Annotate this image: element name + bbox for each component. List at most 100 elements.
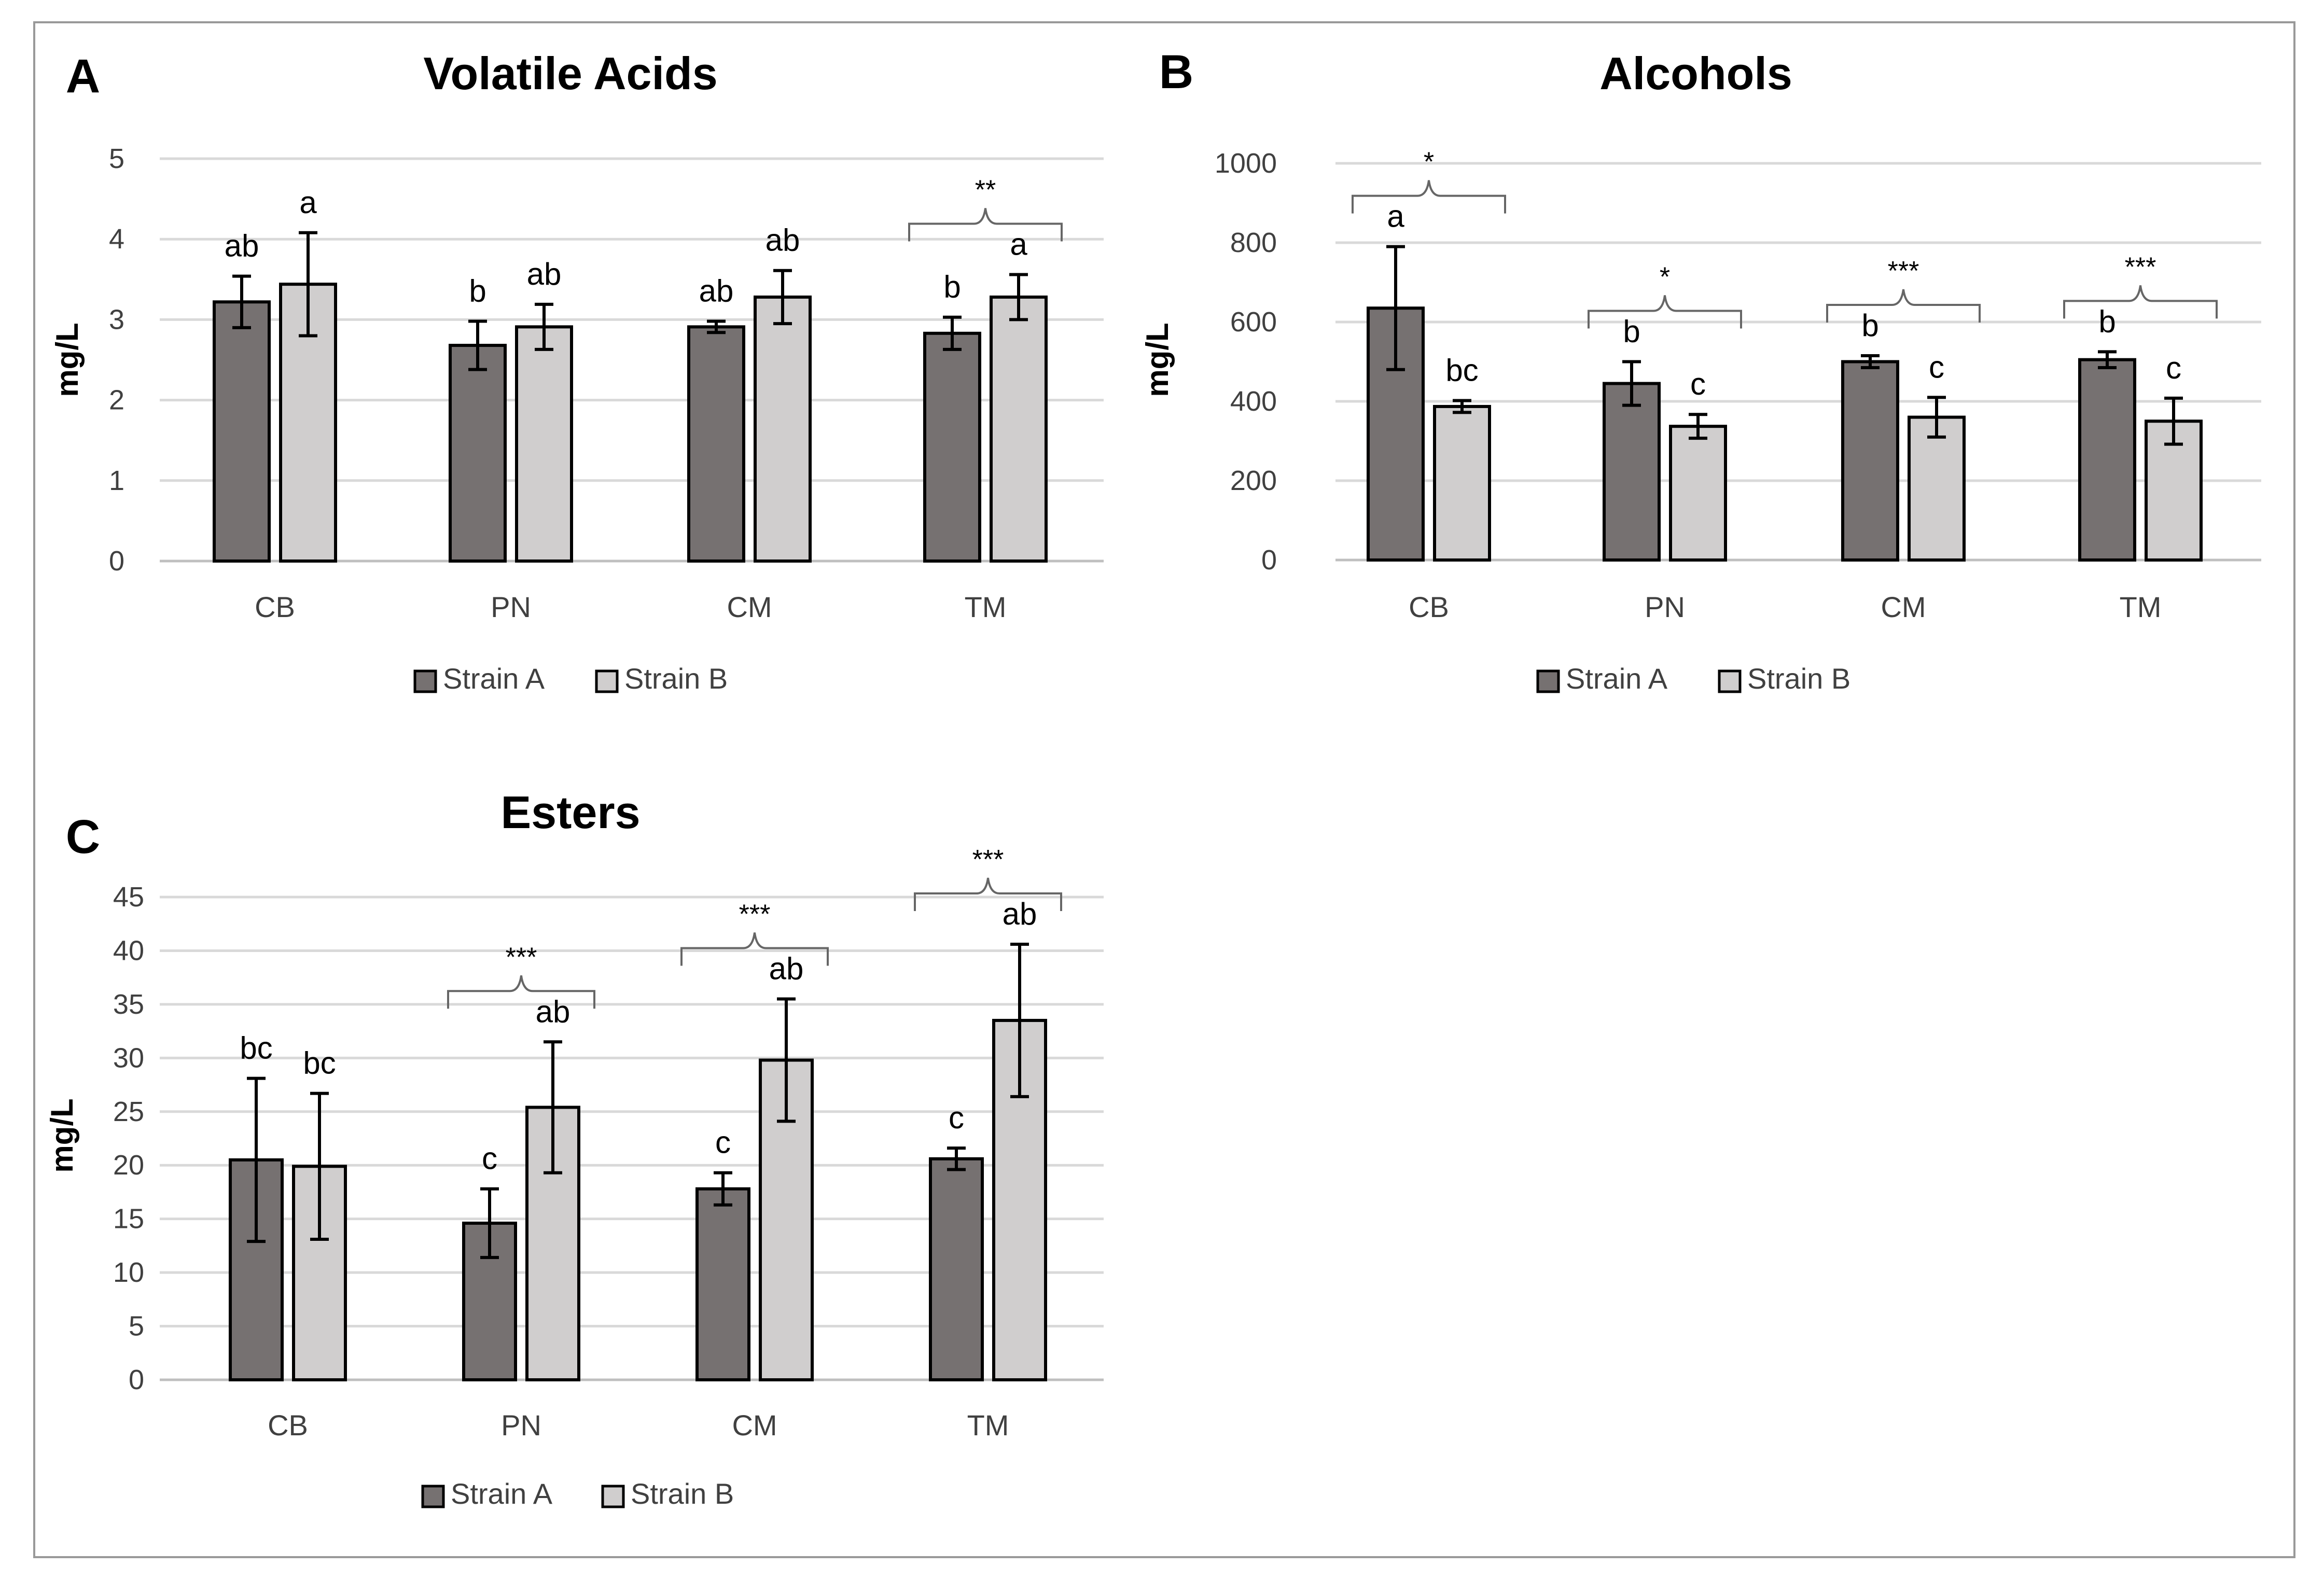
x-tick-label: PN [491,591,531,623]
significance-letter: b [1623,314,1640,349]
legend-swatch [421,1485,445,1508]
x-tick-label: TM [965,591,1007,623]
significance-bracket [908,208,1063,242]
significance-letter: ab [527,257,562,291]
significance-letter: ab [769,952,804,986]
significance-letter: c [1690,367,1706,401]
bar [462,1221,517,1381]
y-tick-label: 2 [109,385,124,416]
x-tick-label: PN [1645,591,1685,623]
panel-label: B [1159,46,1193,99]
y-tick-label: 20 [113,1150,144,1181]
significance-letter: ab [225,229,259,263]
bar [515,325,573,563]
y-tick-label: 0 [109,545,124,577]
significance-bracket [1352,180,1506,214]
significance-stars: * [1660,262,1670,292]
figure-border [33,21,2295,1558]
significance-letter: ab [536,994,570,1029]
y-tick-label: 5 [109,143,124,174]
y-tick-label: 200 [1230,465,1277,496]
x-tick-label: CM [727,591,772,623]
y-tick-label: 5 [129,1311,144,1342]
bar [449,344,507,563]
legend-swatch [595,669,619,693]
y-tick-label: 400 [1230,386,1277,417]
y-tick-label: 600 [1230,306,1277,338]
y-tick-label: 3 [109,304,124,335]
significance-letter: ab [766,223,800,258]
x-tick-label: CB [1409,591,1449,623]
panel-label: C [66,810,100,863]
significance-bracket [680,932,829,966]
panel-label: A [66,50,100,103]
legend-label: Strain A [443,662,545,695]
y-axis-label: mg/L [45,1098,79,1172]
legend-label: Strain B [1747,662,1850,695]
significance-stars: *** [2125,252,2156,282]
y-tick-label: 4 [109,223,124,255]
y-tick-label: 30 [113,1042,144,1073]
legend-swatch [413,669,437,693]
significance-letter: a [1010,227,1027,261]
significance-letter: c [949,1100,964,1135]
bar [695,1187,750,1381]
significance-bracket [447,975,595,1009]
significance-letter: ab [699,274,734,309]
significance-letter: ab [1003,897,1037,931]
significance-letter: c [1929,349,1944,384]
bar [923,331,981,563]
significance-letter: bc [303,1046,336,1081]
legend-swatch [601,1485,625,1508]
bar [687,325,745,563]
significance-letter: b [2098,304,2116,339]
y-axis-label: mg/L [50,323,85,397]
significance-letter: bc [1445,353,1478,387]
x-tick-label: CM [732,1409,777,1442]
significance-stars: *** [1888,256,1919,286]
chart-title: Volatile Acids [423,48,717,99]
y-tick-label: 15 [113,1204,144,1235]
y-tick-label: 800 [1230,227,1277,258]
significance-stars: ** [975,175,996,205]
bar [754,295,812,563]
y-tick-label: 40 [113,935,144,966]
x-tick-label: CB [255,591,295,623]
chart-panel-c: C Esters 0 5 10 15 20 25 30 35 40 45 mg/L bc bc CB c ab PN… [45,787,1104,1510]
bar [1841,360,1899,562]
significance-letter: bc [240,1031,272,1066]
legend-label: Strain B [631,1477,734,1510]
bar [213,300,271,563]
legend-swatch [1536,669,1560,693]
significance-stars: *** [739,900,771,930]
x-tick-label: CB [268,1409,308,1442]
y-tick-label: 1 [109,465,124,496]
x-tick-label: TM [967,1409,1009,1442]
y-tick-label: 0 [129,1364,144,1395]
x-tick-label: PN [501,1409,541,1442]
significance-stars: * [1424,147,1434,177]
x-tick-label: CM [1881,591,1926,623]
significance-letter: a [1387,199,1404,234]
y-axis-label: mg/L [1140,323,1175,397]
y-tick-label: 10 [113,1257,144,1288]
chart-panel-b: B Alcohols02004006008001000mg/LabcCB*bcPN… [1140,46,2261,695]
significance-letter: a [299,185,317,220]
significance-letter: c [482,1141,497,1176]
y-tick-label: 0 [1261,544,1277,576]
legend-label: Strain B [624,662,728,695]
significance-bracket [2063,285,2218,319]
chart-title: Esters [500,787,640,838]
significance-bracket [914,877,1062,912]
bar [1433,404,1491,562]
significance-stars: *** [506,942,537,972]
legend-label: Strain A [451,1477,553,1510]
bar [990,295,1048,563]
significance-bracket [1588,295,1742,329]
y-tick-label: 45 [113,882,144,913]
significance-letter: b [1861,308,1878,343]
chart-title: Alcohols [1599,48,1792,99]
legend-label: Strain A [1566,662,1668,695]
